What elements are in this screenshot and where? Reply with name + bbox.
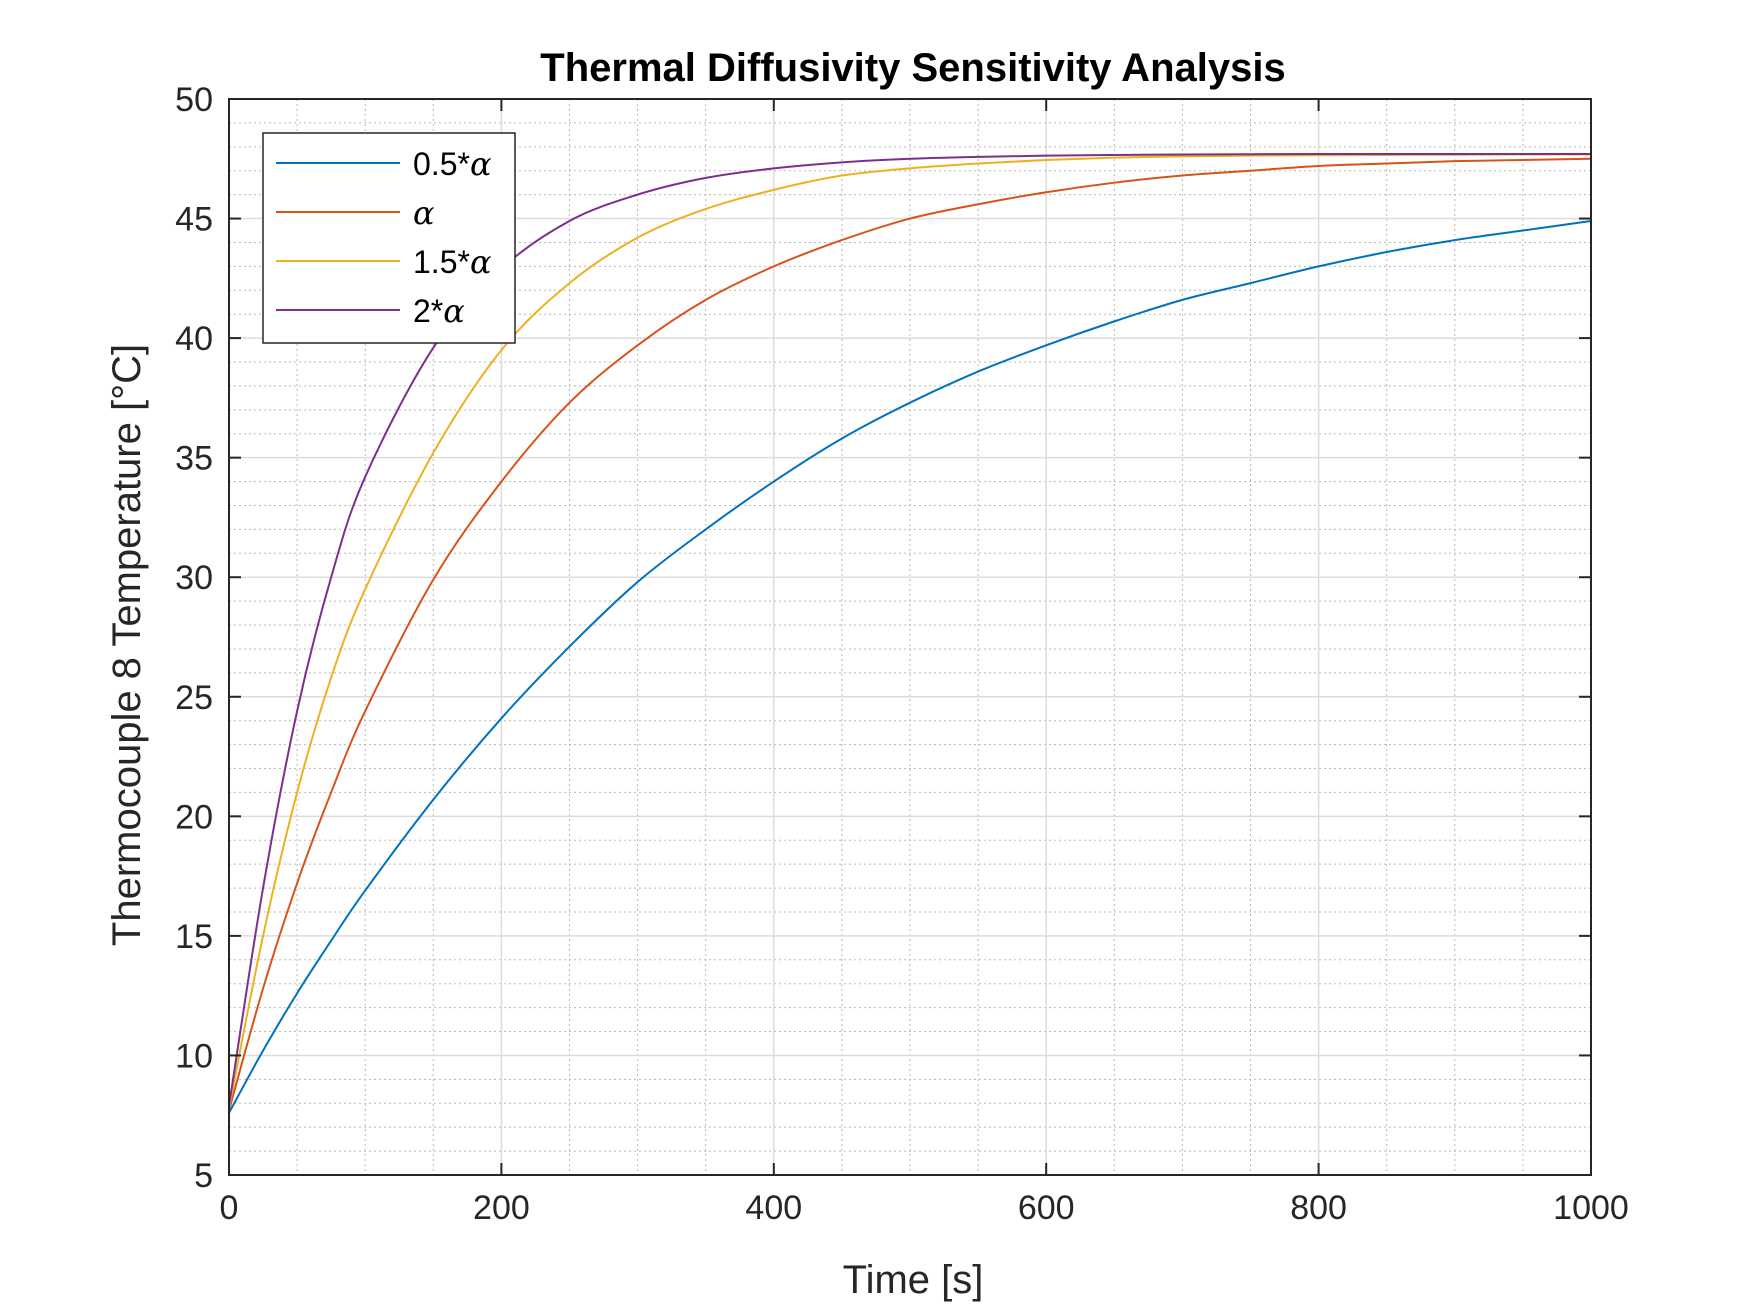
axes-frame — [228, 98, 1592, 1176]
series-line-3 — [228, 153, 1592, 1109]
legend: 0.5*α α 1.5*α 2*α — [262, 132, 516, 344]
series-line-2 — [228, 157, 1592, 1111]
y-axis-label: Thermocouple 8 Temperature [°C] — [105, 344, 149, 946]
y-tick-label: 35 — [175, 440, 213, 478]
y-tick-label: 25 — [175, 679, 213, 717]
y-tick-label: 15 — [175, 918, 213, 956]
x-tick-label: 600 — [1018, 1189, 1075, 1227]
legend-entry-2: α — [413, 194, 435, 232]
y-tick-labels: 5 10 15 20 25 30 35 40 45 50 — [175, 81, 213, 1195]
legend-entry-3: 1.5*α — [413, 243, 492, 281]
x-tick-labels: 0 200 400 600 800 1000 — [220, 1189, 1629, 1227]
x-tick-label: 0 — [220, 1189, 239, 1227]
legend-box — [262, 132, 516, 344]
x-tick-label: 1000 — [1553, 1189, 1629, 1227]
series-line-4 — [228, 152, 1591, 1106]
y-tick-label: 30 — [175, 559, 213, 597]
y-tick-label: 20 — [175, 798, 213, 836]
series-line-1 — [228, 219, 1592, 1114]
legend-entry-4: 2*α — [413, 292, 465, 330]
axes-box — [228, 98, 1592, 1176]
y-tick-label: 50 — [175, 81, 213, 119]
minor-grid — [229, 99, 1591, 1175]
chart-title: Thermal Diffusivity Sensitivity Analysis — [540, 46, 1285, 90]
y-tick-label: 40 — [175, 320, 213, 358]
y-tick-label: 45 — [175, 201, 213, 239]
y-tick-label: 10 — [175, 1037, 213, 1075]
y-tick-label: 5 — [194, 1157, 213, 1195]
legend-entry-1: 0.5*α — [413, 145, 492, 183]
x-axis-label: Time [s] — [843, 1258, 984, 1302]
x-tick-label: 400 — [745, 1189, 802, 1227]
x-tick-label: 800 — [1290, 1189, 1347, 1227]
series-lines — [228, 152, 1592, 1114]
x-tick-label: 200 — [473, 1189, 530, 1227]
